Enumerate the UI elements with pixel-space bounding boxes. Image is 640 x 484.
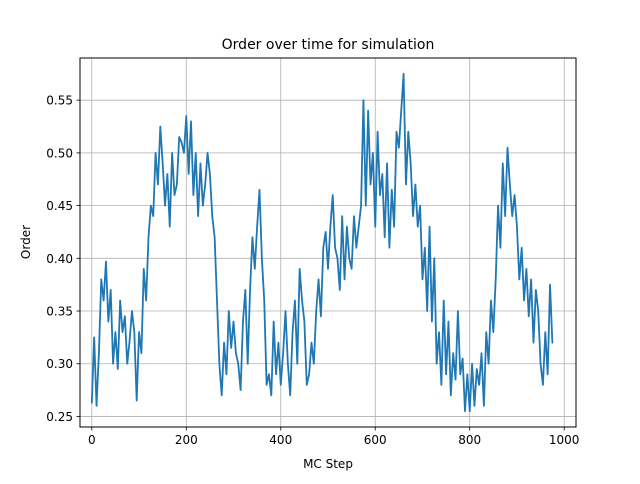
plot-frame <box>79 57 577 428</box>
grid <box>80 58 576 427</box>
series-layer <box>90 72 554 413</box>
chart-title: Order over time for simulation <box>222 37 435 53</box>
x-tick-label: 400 <box>269 433 292 447</box>
y-tick-label: 0.45 <box>46 199 73 213</box>
x-tick-label: 1000 <box>549 433 580 447</box>
y-axis-label: Order <box>19 225 33 259</box>
y-axis-ticks: 0.25 0.30 0.35 0.40 0.45 0.50 0.55 <box>46 94 80 424</box>
x-tick-label: 200 <box>175 433 198 447</box>
series-line-order <box>90 72 554 413</box>
y-tick-label: 0.30 <box>46 357 73 371</box>
y-tick-label: 0.35 <box>46 305 73 319</box>
y-tick-label: 0.25 <box>46 410 73 424</box>
y-tick-label: 0.55 <box>46 94 73 108</box>
x-tick-label: 600 <box>364 433 387 447</box>
x-tick-label: 0 <box>88 433 96 447</box>
x-axis-ticks: 0 200 400 600 800 1000 <box>88 427 579 447</box>
x-tick-label: 800 <box>458 433 481 447</box>
y-tick-label: 0.50 <box>46 146 73 160</box>
y-tick-label: 0.40 <box>46 252 73 266</box>
x-axis-label: MC Step <box>303 457 353 471</box>
